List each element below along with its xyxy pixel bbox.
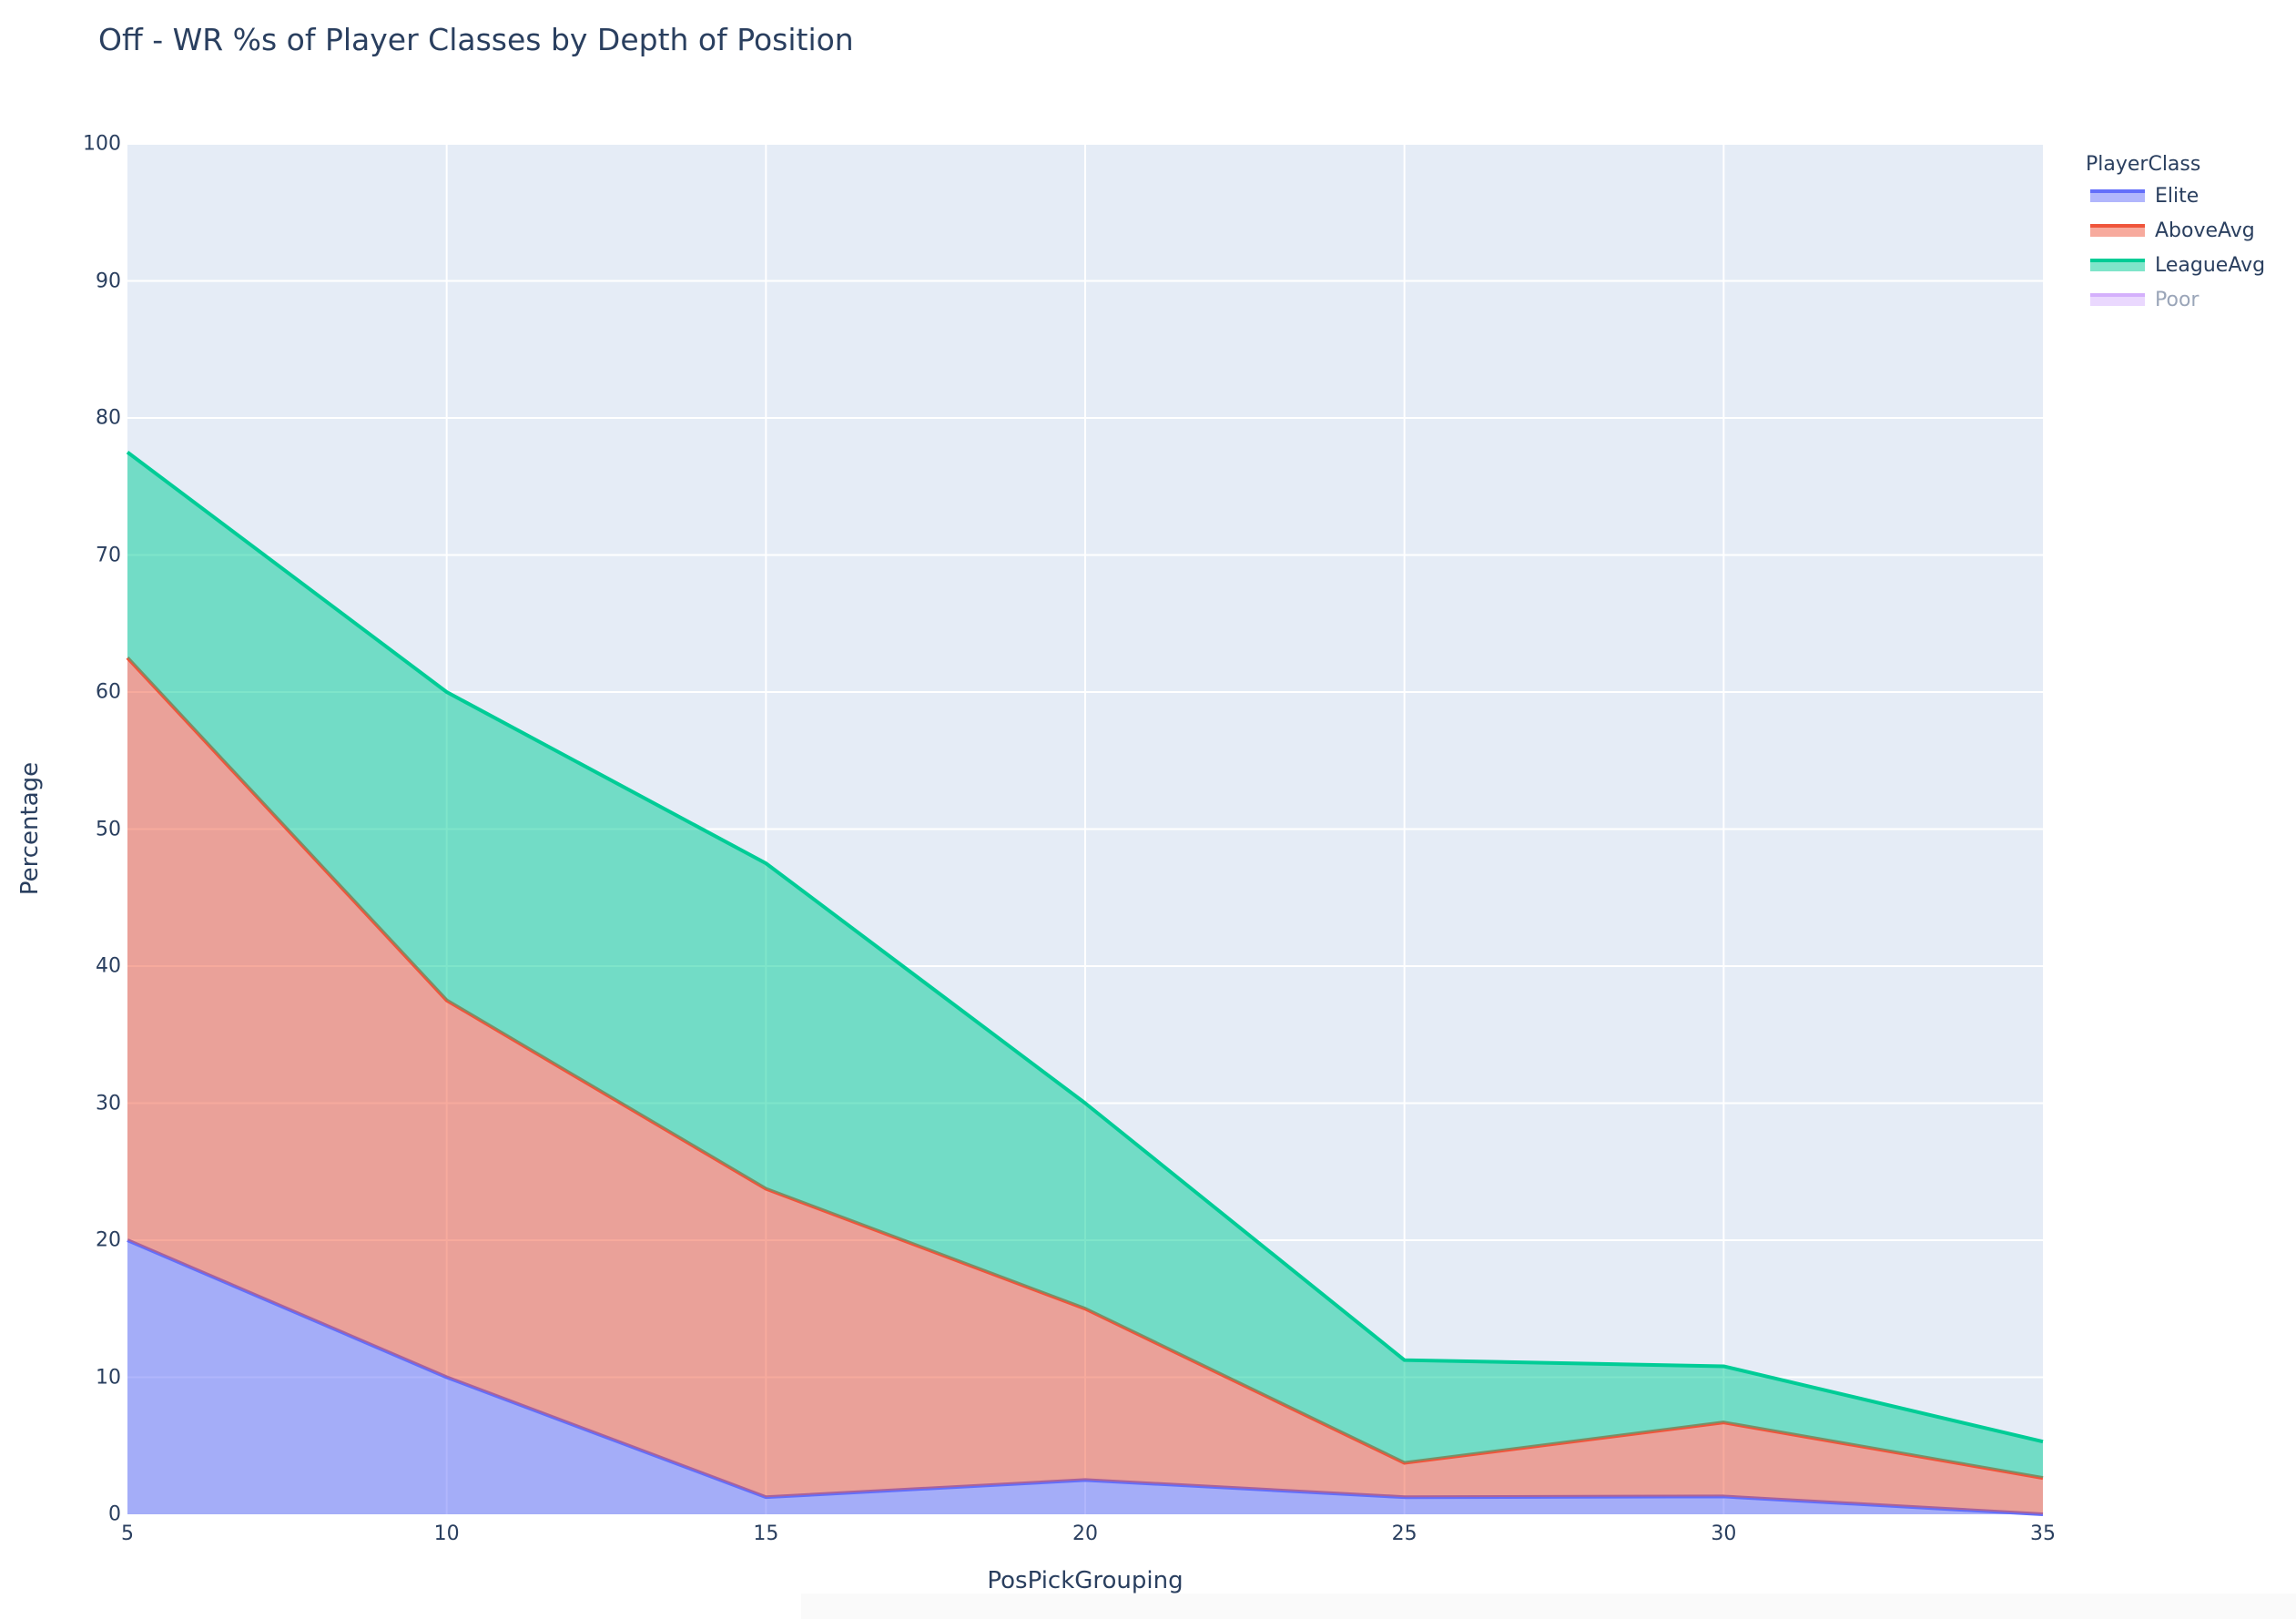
chart-title: Off - WR %s of Player Classes by Depth o… — [98, 22, 854, 57]
legend-label: LeagueAvg — [2155, 253, 2266, 277]
area-elite[interactable] — [127, 1240, 2043, 1514]
legend-label: AboveAvg — [2155, 219, 2255, 242]
y-tick-label: 30 — [96, 1092, 121, 1115]
legend: PlayerClass Elite AboveAvg LeagueAvg Poo… — [2086, 151, 2265, 317]
legend-swatch-icon — [2090, 259, 2145, 271]
area-leagueavg[interactable] — [127, 452, 2043, 1479]
y-tick-label: 80 — [96, 406, 121, 430]
legend-title: PlayerClass — [2086, 153, 2201, 176]
y-tick-label: 10 — [96, 1366, 121, 1389]
x-axis-title: PosPickGrouping — [987, 1567, 1184, 1594]
bottom-panel — [801, 1594, 2296, 1619]
legend-item-poor[interactable]: Poor — [2086, 282, 2265, 317]
x-tick-label: 30 — [1711, 1522, 1737, 1545]
legend-swatch-icon — [2090, 224, 2145, 237]
y-tick-label: 50 — [96, 818, 121, 840]
y-tick-label: 70 — [96, 544, 121, 566]
y-tick-label: 20 — [96, 1228, 121, 1252]
y-tick-label: 90 — [96, 270, 121, 292]
legend-label: Poor — [2155, 288, 2199, 311]
legend-swatch-icon — [2090, 293, 2145, 306]
y-tick-label: 60 — [96, 680, 121, 704]
area-aboveavg[interactable] — [127, 657, 2043, 1514]
y-tick-label: 40 — [96, 954, 121, 978]
legend-label: Elite — [2155, 184, 2199, 208]
x-tick-label: 10 — [433, 1522, 460, 1545]
y-tick-label: 0 — [108, 1502, 121, 1526]
y-axis-title: Percentage — [16, 761, 44, 896]
legend-item-aboveavg[interactable]: AboveAvg — [2086, 213, 2265, 248]
y-tick-label: 100 — [83, 132, 121, 156]
x-tick-label: 5 — [121, 1522, 134, 1545]
line-leagueavg[interactable] — [126, 451, 2044, 1444]
x-tick-label: 25 — [1391, 1522, 1417, 1545]
x-tick-label: 20 — [1072, 1522, 1098, 1545]
legend-item-leagueavg[interactable]: LeagueAvg — [2086, 248, 2265, 282]
legend-item-elite[interactable]: Elite — [2086, 178, 2265, 213]
x-tick-label: 35 — [2030, 1522, 2056, 1545]
x-tick-label: 15 — [753, 1522, 779, 1545]
legend-swatch-icon — [2090, 189, 2145, 202]
